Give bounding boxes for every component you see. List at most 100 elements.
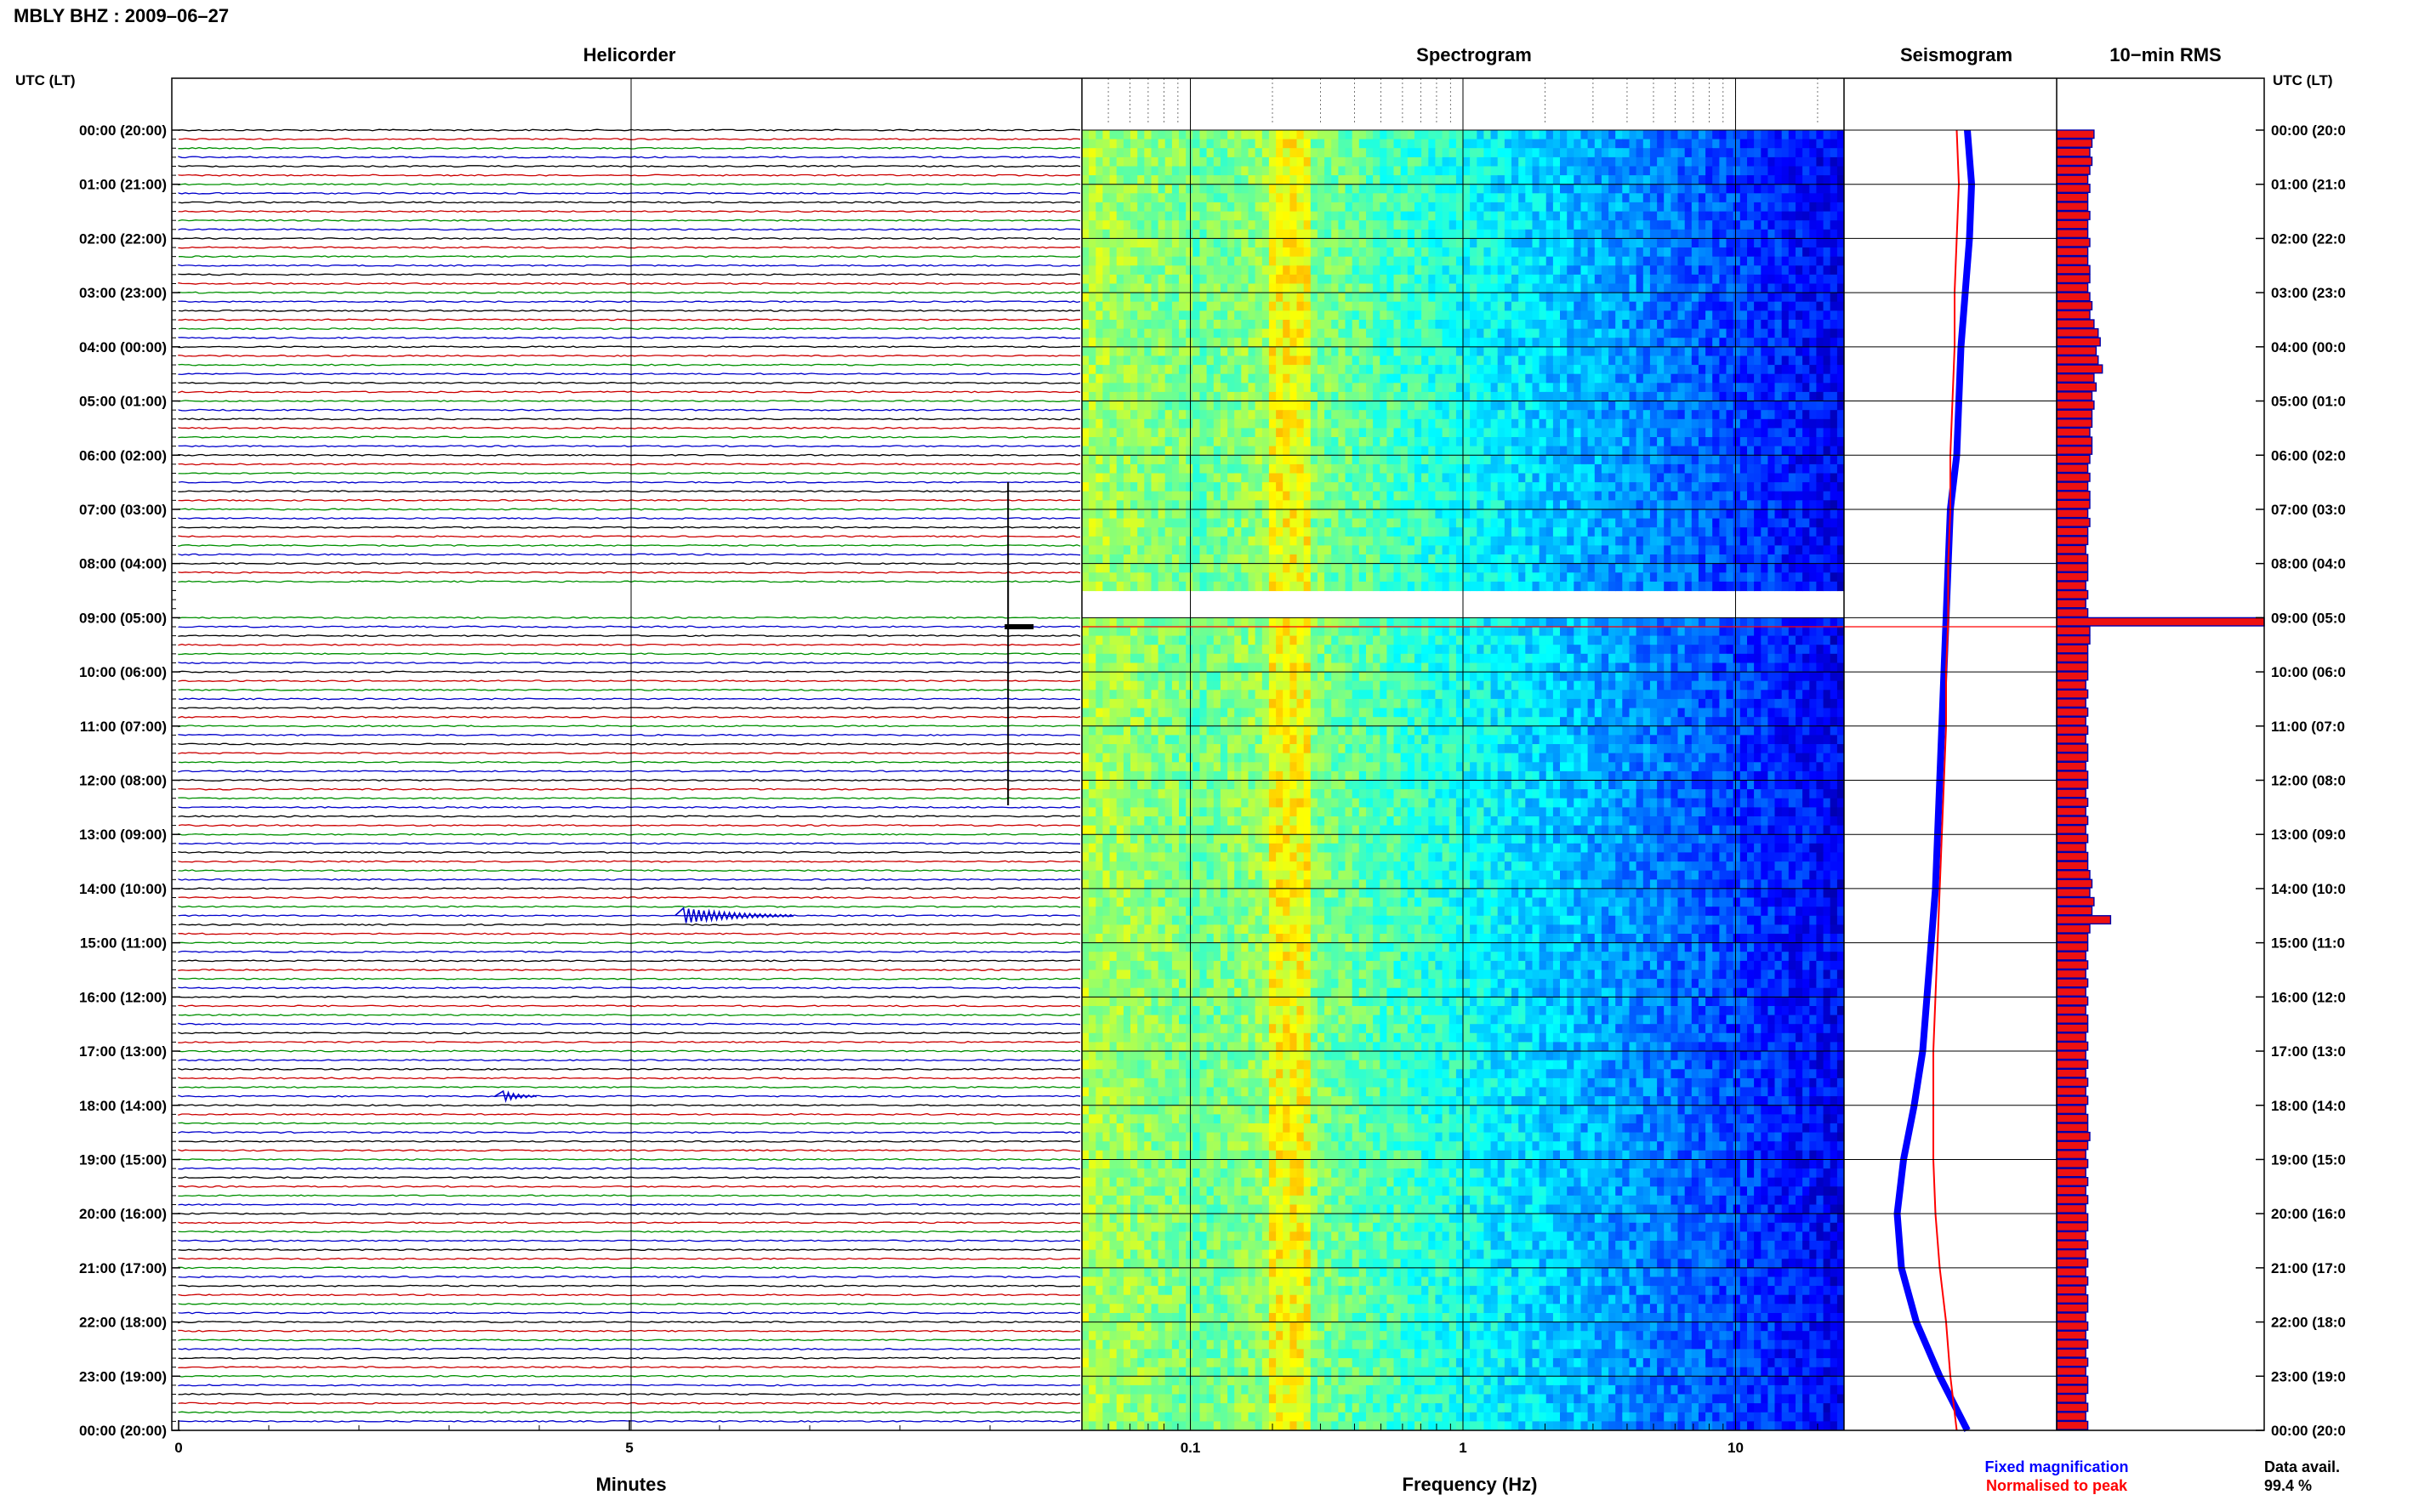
helicorder-trace: [178, 805, 1081, 809]
spectrogram-cell: [1164, 166, 1173, 176]
spectrogram-cell: [1345, 238, 1353, 248]
spectrogram-cell: [1649, 320, 1658, 330]
helicorder-trace: [178, 1049, 1081, 1053]
spectrogram-cell: [1511, 383, 1519, 393]
spectrogram-cell: [1712, 247, 1720, 258]
spectrogram-cell: [1449, 247, 1457, 258]
spectrogram-cell: [1649, 328, 1658, 338]
spectrogram-cell: [1774, 301, 1783, 311]
spectrogram-cell: [1227, 202, 1235, 213]
spectrogram-cell: [1691, 166, 1699, 176]
spectrogram-cell: [1164, 301, 1173, 311]
spectrogram-cell: [1199, 391, 1208, 402]
seismogram-title: Seismogram: [1900, 44, 2012, 65]
spectrogram-cell: [1324, 346, 1332, 356]
spectrogram-cell: [1739, 473, 1748, 483]
spectrogram-cell: [1788, 446, 1796, 456]
spectrogram-cell: [1587, 446, 1596, 456]
spectrogram-cell: [1261, 383, 1270, 393]
spectrogram-cell: [1830, 428, 1838, 438]
spectrogram-cell: [1497, 446, 1505, 456]
spectrogram-cell: [1421, 148, 1429, 158]
spectrogram-cell: [1483, 229, 1492, 239]
spectrogram-cell: [1393, 491, 1402, 501]
spectrogram-cell: [1123, 455, 1131, 465]
spectrogram-cell: [1289, 500, 1298, 510]
spectrogram-cell: [1767, 256, 1776, 266]
spectrogram-cell: [1345, 256, 1353, 266]
spectrogram-cell: [1414, 455, 1422, 465]
spectrogram-cell: [1289, 482, 1298, 492]
spectrogram-cell: [1158, 518, 1166, 528]
spectrogram-cell: [1310, 265, 1318, 276]
spectrogram-cell: [1539, 301, 1547, 311]
spectrogram-cell: [1504, 391, 1512, 402]
spectrogram-cell: [1380, 175, 1387, 185]
spectrogram-cell: [1560, 463, 1568, 475]
spectrogram-cell: [1497, 455, 1505, 465]
spectrogram-cell: [1158, 446, 1166, 456]
spectrogram-cell: [1213, 491, 1221, 501]
spectrogram-cell: [1393, 338, 1402, 348]
spectrogram-cell: [1386, 365, 1395, 375]
spectrogram-cell: [1477, 320, 1484, 330]
spectrogram-cell: [1747, 491, 1755, 501]
spectrogram-cell: [1393, 410, 1402, 420]
spectrogram-cell: [1227, 491, 1235, 501]
spectrogram-cell: [1255, 211, 1263, 221]
spectrogram-cell: [1358, 229, 1367, 239]
spectrogram-cell: [1774, 410, 1783, 420]
spectrogram-cell: [1137, 175, 1145, 185]
spectrogram-cell: [1684, 446, 1693, 456]
spectrogram-cell: [1220, 193, 1228, 203]
spectrogram-cell: [1428, 338, 1436, 348]
spectrogram-cell: [1649, 518, 1658, 528]
spectrogram-cell: [1532, 274, 1540, 285]
spectrogram-cell: [1567, 247, 1574, 258]
spectrogram-cell: [1151, 365, 1159, 375]
spectrogram-cell: [1338, 455, 1346, 465]
spectrogram-cell: [1504, 320, 1512, 330]
spectrogram-cell: [1310, 301, 1318, 311]
spectrogram-cell: [1116, 518, 1124, 528]
spectrogram-cell: [1255, 346, 1263, 356]
spectrogram-cell: [1303, 211, 1312, 221]
spectrogram-cell: [1164, 229, 1173, 239]
spectrogram-cell: [1574, 328, 1581, 338]
helicorder-trace: [178, 426, 1081, 429]
spectrogram-cell: [1490, 320, 1499, 330]
spectrogram-cell: [1186, 265, 1193, 276]
spectrogram-cell: [1352, 373, 1360, 384]
spectrogram-cell: [1268, 184, 1277, 194]
spectrogram-cell: [1303, 338, 1312, 348]
spectrogram-cell: [1754, 229, 1762, 239]
spectrogram-cell: [1213, 346, 1221, 356]
spectrogram-cell: [1802, 184, 1810, 194]
spectrogram-cell: [1303, 463, 1312, 475]
spectrogram-cell: [1289, 320, 1298, 330]
spectrogram-cell: [1366, 229, 1374, 239]
spectrogram-cell: [1671, 328, 1679, 338]
spectrogram-cell: [1283, 310, 1290, 321]
spectrogram-cell: [1747, 338, 1755, 348]
spectrogram-cell: [1289, 265, 1298, 276]
spectrogram-cell: [1580, 365, 1589, 375]
spectrogram-cell: [1823, 482, 1831, 492]
spectrogram-cell: [1615, 293, 1623, 303]
spectrogram-cell: [1206, 283, 1215, 293]
spectrogram-cell: [1684, 310, 1693, 321]
spectrogram-cell: [1164, 355, 1173, 366]
helicorder-trace: [178, 1266, 1081, 1270]
spectrogram-cell: [1261, 500, 1270, 510]
spectrogram-cell: [1774, 401, 1783, 411]
spectrogram-cell: [1747, 509, 1755, 520]
spectrogram-cell: [1324, 500, 1332, 510]
spectrogram-cell: [1580, 355, 1589, 366]
spectrogram-cell: [1802, 130, 1810, 140]
spectrogram-cell: [1691, 401, 1699, 411]
spectrogram-cell: [1296, 328, 1305, 338]
spectrogram-cell: [1317, 338, 1325, 348]
spectrogram-cell: [1400, 383, 1409, 393]
spectrogram-cell: [1705, 247, 1713, 258]
spectrogram-cell: [1234, 518, 1242, 528]
